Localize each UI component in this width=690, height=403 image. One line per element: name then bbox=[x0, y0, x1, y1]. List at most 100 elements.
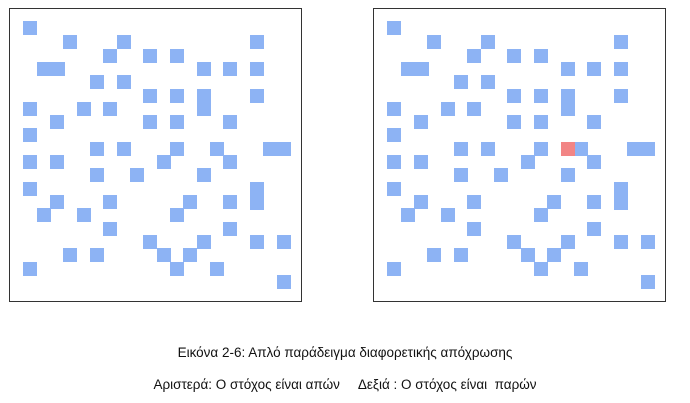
figure-caption: Εικόνα 2-6: Απλό παράδειγμα διαφορετικής… bbox=[177, 345, 513, 360]
distractor-square bbox=[521, 155, 535, 169]
distractor-square bbox=[387, 182, 401, 196]
distractor-square bbox=[50, 115, 64, 129]
distractor-square bbox=[157, 248, 171, 262]
distractor-square bbox=[387, 21, 401, 35]
distractor-square bbox=[534, 49, 548, 63]
distractor-square bbox=[23, 128, 37, 142]
distractor-square bbox=[250, 235, 264, 249]
distractor-square bbox=[467, 49, 481, 63]
distractor-square bbox=[183, 195, 197, 209]
distractor-square bbox=[197, 102, 211, 116]
distractor-square bbox=[441, 208, 455, 222]
distractor-square bbox=[170, 115, 184, 129]
distractor-square bbox=[103, 195, 117, 209]
distractor-square bbox=[521, 248, 535, 262]
distractor-square bbox=[534, 142, 548, 156]
distractor-square bbox=[223, 155, 237, 169]
distractor-square bbox=[427, 35, 441, 49]
distractor-square bbox=[23, 155, 37, 169]
distractor-square bbox=[250, 182, 264, 210]
distractor-square bbox=[387, 128, 401, 142]
distractor-square bbox=[77, 102, 91, 116]
distractor-square bbox=[414, 195, 428, 209]
distractor-square bbox=[561, 89, 575, 103]
distractor-square bbox=[534, 262, 548, 276]
distractor-square bbox=[454, 168, 468, 182]
distractor-square bbox=[481, 142, 495, 156]
distractor-square bbox=[401, 208, 415, 222]
distractor-square bbox=[614, 182, 628, 210]
distractor-square bbox=[223, 115, 237, 129]
distractor-square bbox=[250, 89, 264, 103]
distractor-square bbox=[77, 208, 91, 222]
distractor-square bbox=[103, 222, 117, 236]
distractor-square bbox=[587, 155, 601, 169]
search-display-right bbox=[373, 8, 666, 302]
distractor-square bbox=[223, 195, 237, 209]
distractor-square bbox=[587, 222, 601, 236]
distractor-square bbox=[170, 49, 184, 63]
distractor-square bbox=[627, 142, 655, 156]
distractor-square bbox=[277, 275, 291, 289]
distractor-square bbox=[130, 168, 144, 182]
distractor-square bbox=[614, 35, 628, 49]
distractor-square bbox=[223, 222, 237, 236]
distractor-square bbox=[441, 102, 455, 116]
distractor-square bbox=[387, 102, 401, 116]
distractor-square bbox=[63, 248, 77, 262]
distractor-square bbox=[223, 62, 237, 76]
distractor-square bbox=[143, 235, 157, 249]
distractor-square bbox=[561, 235, 575, 249]
distractor-square bbox=[507, 235, 521, 249]
distractor-square bbox=[587, 115, 601, 129]
distractor-square bbox=[494, 168, 508, 182]
distractor-square bbox=[37, 62, 65, 76]
distractor-square bbox=[157, 155, 171, 169]
distractor-square bbox=[37, 208, 51, 222]
distractor-square bbox=[414, 155, 428, 169]
distractor-square bbox=[170, 208, 184, 222]
distractor-square bbox=[210, 262, 224, 276]
distractor-square bbox=[574, 262, 588, 276]
target-square bbox=[561, 142, 575, 156]
distractor-square bbox=[23, 182, 37, 196]
distractor-square bbox=[467, 195, 481, 209]
distractor-square bbox=[574, 142, 588, 156]
distractor-square bbox=[63, 35, 77, 49]
distractor-square bbox=[143, 115, 157, 129]
distractor-square bbox=[561, 102, 575, 116]
distractor-square bbox=[481, 75, 495, 89]
distractor-square bbox=[50, 155, 64, 169]
distractor-square bbox=[547, 248, 561, 262]
distractor-square bbox=[467, 102, 481, 116]
figure-subcaption: Αριστερά: Ο στόχος είναι απών Δεξιά : Ο … bbox=[153, 377, 537, 392]
distractor-square bbox=[507, 89, 521, 103]
distractor-square bbox=[401, 62, 429, 76]
distractor-square bbox=[183, 248, 197, 262]
distractor-square bbox=[614, 62, 628, 76]
distractor-square bbox=[23, 21, 37, 35]
distractor-square bbox=[23, 262, 37, 276]
distractor-square bbox=[103, 102, 117, 116]
distractor-square bbox=[467, 222, 481, 236]
distractor-square bbox=[561, 62, 575, 76]
distractor-square bbox=[170, 142, 184, 156]
distractor-square bbox=[547, 195, 561, 209]
distractor-square bbox=[641, 275, 655, 289]
distractor-square bbox=[90, 248, 104, 262]
distractor-square bbox=[277, 235, 291, 249]
distractor-square bbox=[507, 115, 521, 129]
distractor-square bbox=[197, 89, 211, 103]
distractor-square bbox=[197, 168, 211, 182]
distractor-square bbox=[534, 115, 548, 129]
distractor-square bbox=[481, 35, 495, 49]
distractor-square bbox=[414, 115, 428, 129]
distractor-square bbox=[587, 195, 601, 209]
distractor-square bbox=[454, 248, 468, 262]
distractor-square bbox=[170, 89, 184, 103]
distractor-square bbox=[50, 195, 64, 209]
distractor-square bbox=[143, 49, 157, 63]
distractor-square bbox=[90, 142, 104, 156]
distractor-square bbox=[250, 62, 264, 76]
distractor-square bbox=[427, 248, 441, 262]
